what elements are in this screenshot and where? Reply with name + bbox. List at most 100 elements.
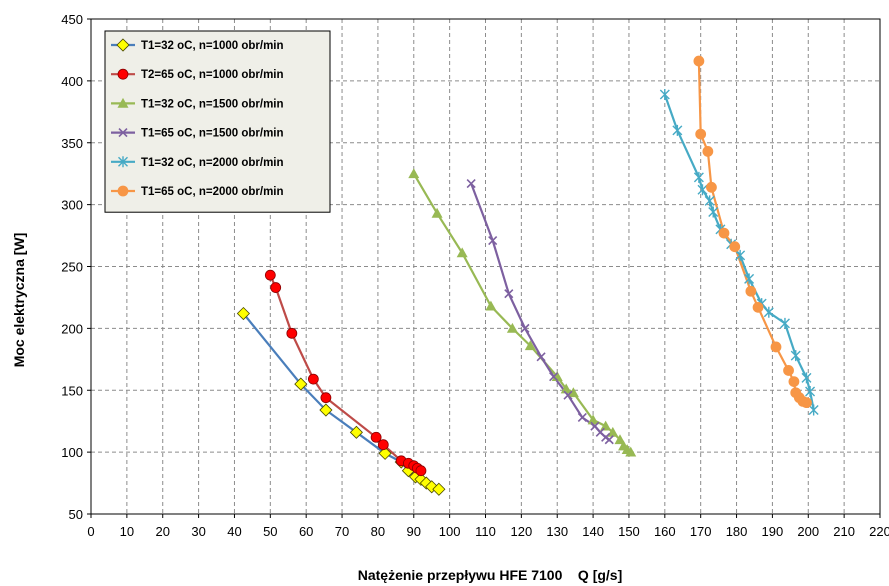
series-6-point xyxy=(729,241,741,253)
x-tick-label: 170 xyxy=(690,524,712,539)
series-1-point xyxy=(432,482,446,496)
series-3-point xyxy=(524,340,536,351)
series-5-point xyxy=(801,372,812,384)
x-tick-label: 100 xyxy=(439,524,461,539)
series-3-point xyxy=(456,247,468,258)
series-4-point xyxy=(466,179,476,189)
legend-label: T2=65 oC, n=1000 obr/min xyxy=(141,69,284,81)
legend-marker xyxy=(118,156,128,168)
series-3-point xyxy=(485,300,497,311)
legend-marker xyxy=(118,128,128,138)
series-1-point xyxy=(236,306,250,321)
legend-label: T1=65 oC, n=1500 obr/min xyxy=(141,128,284,140)
series-5-point xyxy=(659,88,670,100)
x-tick-label: 150 xyxy=(618,524,640,539)
series-5-point xyxy=(693,171,704,183)
series-1-point xyxy=(294,377,308,391)
y-tick-label: 150 xyxy=(61,383,83,398)
series-2-point xyxy=(264,269,276,281)
grid xyxy=(91,19,880,514)
x-tick-label: 140 xyxy=(582,524,604,539)
series-2-point xyxy=(270,282,282,293)
series-6-point xyxy=(752,301,764,313)
legend-label: T1=32 oC, n=1500 obr/min xyxy=(141,98,284,110)
series-2-point xyxy=(307,373,319,385)
series-3-point xyxy=(567,387,579,398)
x-tick-label: 190 xyxy=(762,524,784,539)
series-3-point xyxy=(587,414,599,425)
x-tick-label: 220 xyxy=(869,524,889,539)
legend-marker xyxy=(117,68,129,80)
series-3-point xyxy=(614,434,626,445)
x-tick-label: 130 xyxy=(546,524,568,539)
x-tick-label: 70 xyxy=(335,524,349,539)
series-5-point xyxy=(808,404,819,416)
series-3-point xyxy=(560,383,572,394)
x-tick-label: 110 xyxy=(475,524,496,539)
series-4-point xyxy=(520,323,530,333)
series-4-point xyxy=(504,289,514,299)
series-6-point xyxy=(702,146,714,157)
plot-frame xyxy=(90,18,881,515)
series-6-point xyxy=(706,181,717,193)
legend-label: T1=65 oC, n=2000 obr/min xyxy=(141,186,284,198)
series-1-point xyxy=(378,446,392,460)
series-6-point xyxy=(693,55,705,67)
x-tick-label: 200 xyxy=(797,524,819,539)
y-tick-label: 450 xyxy=(61,12,83,27)
axes: 0 10 20 30 40 50 60 70 80 90 100 110 120 130 140 150 160… xyxy=(61,12,889,539)
y-tick-label: 200 xyxy=(61,321,83,336)
x-tick-label: 10 xyxy=(120,524,134,539)
series-2-point xyxy=(377,439,389,451)
series-3-point xyxy=(600,420,612,431)
series-6-point xyxy=(695,128,707,140)
y-tick-label: 300 xyxy=(61,198,83,213)
x-tick-label: 40 xyxy=(227,524,241,539)
legend-marker xyxy=(117,97,129,108)
x-tick-label: 160 xyxy=(654,524,676,539)
x-tick-label: 80 xyxy=(371,524,385,539)
series-5-point xyxy=(697,184,708,196)
series-5-point xyxy=(735,249,746,261)
x-tick-label: 210 xyxy=(833,524,855,539)
series-6-point xyxy=(745,285,757,297)
y-axis-title: Moc elektryczna [W] xyxy=(11,233,27,368)
series-1-point xyxy=(349,425,363,439)
series-4-point xyxy=(563,390,573,400)
legend-marker xyxy=(116,38,130,52)
series-2-point xyxy=(320,392,332,404)
series-6-point xyxy=(788,376,800,387)
x-tick-label: 90 xyxy=(407,524,421,539)
series-1-point xyxy=(319,403,333,417)
x-tick-label: 120 xyxy=(511,524,533,539)
series-5-point xyxy=(708,206,719,218)
series-markers xyxy=(236,55,819,496)
series-5-point xyxy=(704,195,715,207)
series-2-point xyxy=(415,465,427,477)
series-3-point xyxy=(506,322,518,333)
y-tick-label: 50 xyxy=(69,507,83,522)
series-5-point xyxy=(744,273,755,285)
series-5-point xyxy=(672,124,683,136)
series-5-point xyxy=(790,350,801,362)
series-4-point xyxy=(577,412,587,423)
series-5-point xyxy=(805,385,816,397)
series-6-point xyxy=(801,397,812,409)
series-2-point xyxy=(286,327,298,339)
legend: T1=32 oC, n=1000 obr/min T2=65 oC, n=1000… xyxy=(104,30,331,213)
series-3-point xyxy=(625,446,637,457)
legend-label: T1=32 oC, n=1000 obr/min xyxy=(141,40,284,52)
series-3-point xyxy=(607,426,619,437)
x-tick-label: 60 xyxy=(299,524,313,539)
legend-box xyxy=(104,30,331,213)
series-3-point xyxy=(431,207,443,218)
series-6-point xyxy=(718,227,730,239)
legend-marker xyxy=(117,185,129,197)
x-tick-label: 0 xyxy=(87,524,94,539)
series-4-point xyxy=(549,372,559,382)
x-tick-label: 30 xyxy=(191,524,205,539)
x-tick-label: 180 xyxy=(726,524,748,539)
series-6-point xyxy=(770,341,782,353)
x-tick-label: 20 xyxy=(155,524,169,539)
